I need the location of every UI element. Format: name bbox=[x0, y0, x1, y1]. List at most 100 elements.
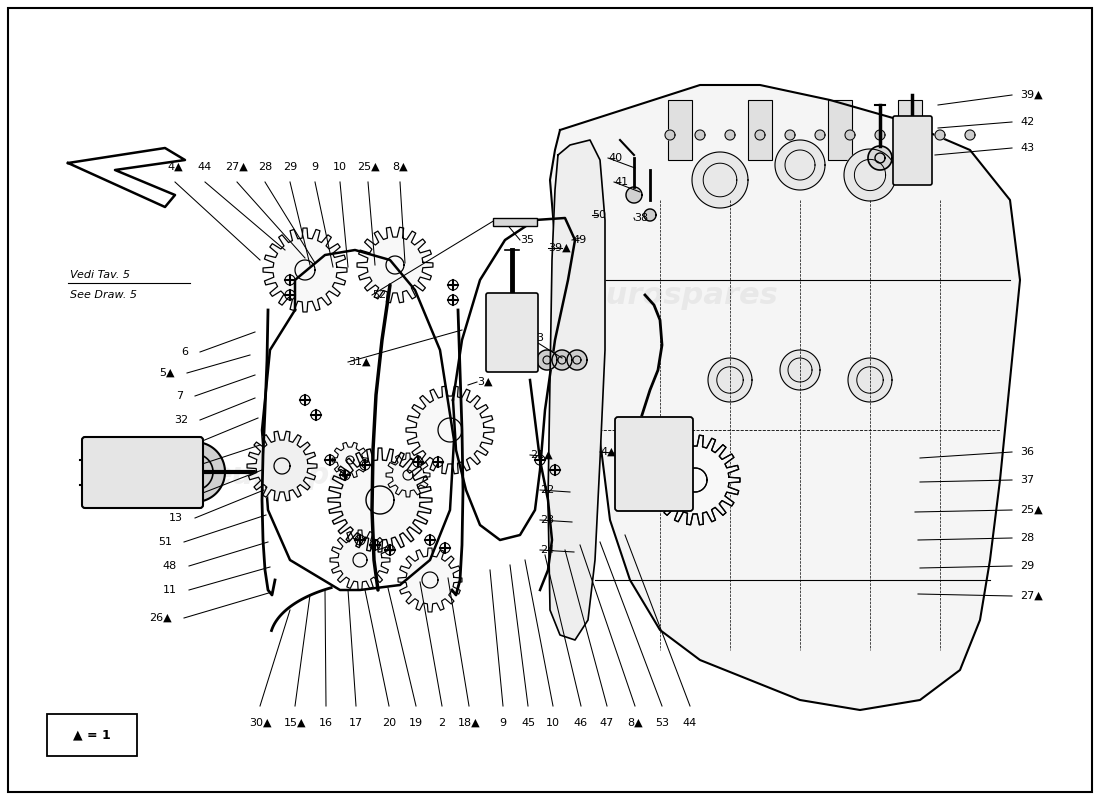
Polygon shape bbox=[650, 435, 740, 525]
Text: 3▲: 3▲ bbox=[477, 377, 493, 387]
Polygon shape bbox=[248, 431, 317, 501]
Text: 10: 10 bbox=[546, 718, 560, 728]
Text: 50: 50 bbox=[592, 210, 606, 220]
Polygon shape bbox=[695, 130, 705, 140]
Text: 28: 28 bbox=[257, 162, 272, 172]
Text: 7: 7 bbox=[176, 391, 183, 401]
Text: 41: 41 bbox=[614, 177, 628, 187]
Polygon shape bbox=[844, 149, 896, 201]
Text: 6: 6 bbox=[182, 347, 188, 357]
Polygon shape bbox=[330, 530, 389, 590]
Text: 11: 11 bbox=[163, 585, 177, 595]
Text: 23: 23 bbox=[540, 515, 554, 525]
Polygon shape bbox=[905, 130, 915, 140]
Polygon shape bbox=[398, 548, 462, 612]
Polygon shape bbox=[406, 386, 494, 474]
Text: 39▲: 39▲ bbox=[548, 243, 571, 253]
Polygon shape bbox=[848, 358, 892, 402]
Polygon shape bbox=[725, 130, 735, 140]
Text: 27▲: 27▲ bbox=[1020, 591, 1043, 601]
Text: eurospares: eurospares bbox=[211, 462, 405, 490]
Text: 13: 13 bbox=[169, 513, 183, 523]
Polygon shape bbox=[845, 130, 855, 140]
Polygon shape bbox=[550, 85, 1020, 710]
Text: 28: 28 bbox=[1020, 533, 1034, 543]
Bar bbox=[493, 218, 537, 226]
Text: 45: 45 bbox=[521, 718, 535, 728]
Text: 30▲: 30▲ bbox=[249, 718, 272, 728]
Text: Vedi Tav. 5: Vedi Tav. 5 bbox=[70, 270, 130, 280]
Polygon shape bbox=[676, 423, 688, 433]
FancyBboxPatch shape bbox=[82, 437, 204, 508]
Polygon shape bbox=[328, 448, 432, 552]
Polygon shape bbox=[935, 130, 945, 140]
Bar bbox=[748, 100, 772, 160]
Polygon shape bbox=[868, 146, 892, 170]
Text: 48: 48 bbox=[163, 561, 177, 571]
Text: 52: 52 bbox=[372, 290, 386, 300]
Polygon shape bbox=[386, 453, 430, 497]
Text: 9: 9 bbox=[499, 718, 507, 728]
Polygon shape bbox=[621, 495, 631, 505]
Polygon shape bbox=[552, 350, 572, 370]
Polygon shape bbox=[263, 228, 346, 312]
Polygon shape bbox=[68, 148, 185, 207]
Bar bbox=[828, 100, 852, 160]
Text: 25▲: 25▲ bbox=[1020, 505, 1043, 515]
Text: 49: 49 bbox=[572, 235, 586, 245]
Text: 15▲: 15▲ bbox=[284, 718, 306, 728]
Polygon shape bbox=[708, 358, 752, 402]
Text: 46: 46 bbox=[574, 718, 589, 728]
Polygon shape bbox=[874, 130, 886, 140]
Text: 35: 35 bbox=[520, 235, 534, 245]
Polygon shape bbox=[692, 152, 748, 208]
Polygon shape bbox=[666, 130, 675, 140]
Polygon shape bbox=[755, 130, 764, 140]
Text: 40: 40 bbox=[608, 153, 623, 163]
Polygon shape bbox=[165, 442, 226, 502]
Polygon shape bbox=[566, 350, 587, 370]
Polygon shape bbox=[644, 209, 656, 221]
Polygon shape bbox=[537, 350, 557, 370]
Polygon shape bbox=[621, 423, 631, 433]
Polygon shape bbox=[776, 140, 825, 190]
Polygon shape bbox=[676, 495, 688, 505]
Polygon shape bbox=[548, 140, 605, 640]
Text: 14: 14 bbox=[169, 491, 183, 501]
Polygon shape bbox=[626, 187, 642, 203]
Text: 38: 38 bbox=[634, 213, 648, 223]
FancyBboxPatch shape bbox=[615, 417, 693, 511]
Text: 12▲: 12▲ bbox=[150, 465, 172, 475]
Text: 5▲: 5▲ bbox=[160, 368, 175, 378]
Text: 10: 10 bbox=[333, 162, 346, 172]
Text: 16: 16 bbox=[319, 718, 333, 728]
Text: 31▲: 31▲ bbox=[348, 357, 371, 367]
Text: 4▲: 4▲ bbox=[167, 162, 183, 172]
Text: 18▲: 18▲ bbox=[458, 718, 481, 728]
Text: 19: 19 bbox=[409, 718, 424, 728]
Text: ▲ = 1: ▲ = 1 bbox=[73, 729, 111, 742]
Text: 9: 9 bbox=[311, 162, 319, 172]
Text: See Draw. 5: See Draw. 5 bbox=[70, 290, 138, 300]
Text: 37: 37 bbox=[1020, 475, 1034, 485]
Text: 8▲: 8▲ bbox=[393, 162, 408, 172]
Bar bbox=[898, 100, 922, 160]
Text: 39▲: 39▲ bbox=[1020, 90, 1043, 100]
Text: 44: 44 bbox=[198, 162, 212, 172]
Text: 53: 53 bbox=[654, 718, 669, 728]
Text: 42: 42 bbox=[1020, 117, 1034, 127]
Text: 24: 24 bbox=[540, 545, 554, 555]
Polygon shape bbox=[785, 130, 795, 140]
Polygon shape bbox=[332, 442, 367, 478]
Text: 32: 32 bbox=[174, 415, 188, 425]
Polygon shape bbox=[650, 435, 740, 525]
Text: 20: 20 bbox=[382, 718, 396, 728]
Text: 29: 29 bbox=[283, 162, 297, 172]
Polygon shape bbox=[187, 464, 204, 480]
Text: eurospares: eurospares bbox=[585, 282, 779, 310]
Text: 33: 33 bbox=[530, 333, 544, 343]
Polygon shape bbox=[358, 227, 433, 302]
Text: 25▲: 25▲ bbox=[356, 162, 380, 172]
FancyBboxPatch shape bbox=[486, 293, 538, 372]
Polygon shape bbox=[815, 130, 825, 140]
